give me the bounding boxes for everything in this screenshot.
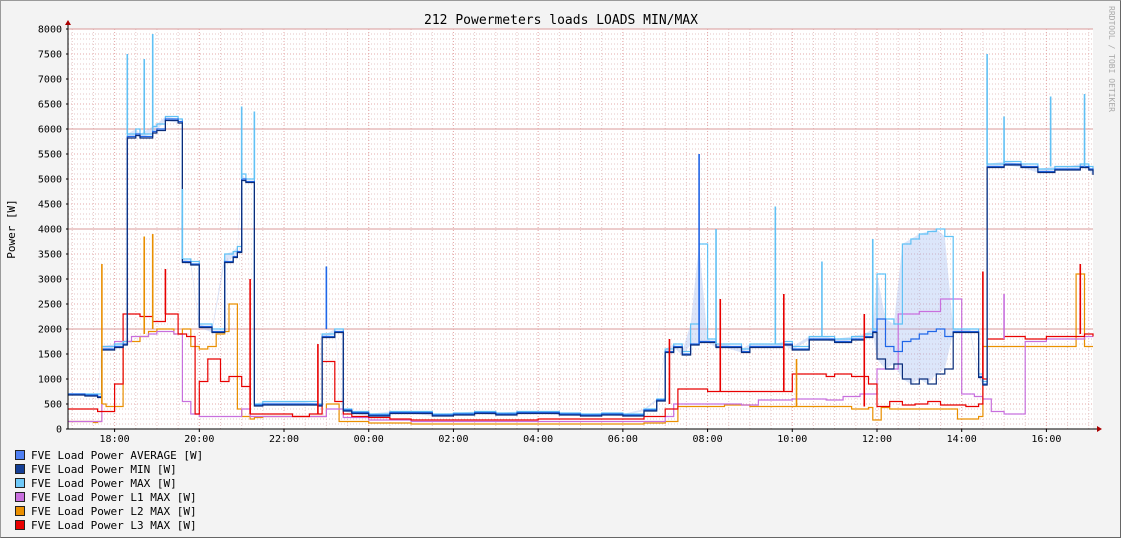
chart-title: 212 Powermeters loads LOADS MIN/MAX [424,13,698,28]
x-tick-label: 00:00 [354,434,384,445]
y-tick-label: 8000 [38,25,62,36]
legend-swatch [15,506,25,516]
legend-swatch [15,450,25,460]
y-tick-label: 1500 [38,350,62,361]
legend-label: FVE Load Power MIN [W] [31,462,177,476]
x-tick-label: 06:00 [608,434,638,445]
x-tick-label: 02:00 [438,434,468,445]
legend-item: FVE Load Power L1 MAX [W] [15,490,203,504]
x-axis-arrow [1097,426,1102,432]
x-tick-label: 08:00 [693,434,723,445]
x-tick-label: 18:00 [100,434,130,445]
legend-label: FVE Load Power L3 MAX [W] [31,518,197,532]
y-tick-label: 3500 [38,250,62,261]
legend-swatch [15,492,25,502]
legend-item: FVE Load Power L3 MAX [W] [15,518,203,532]
y-axis-arrow [65,20,71,25]
series-line [68,119,1094,417]
series-line [68,273,1093,425]
legend-item: FVE Load Power MIN [W] [15,462,203,476]
legend-swatch [15,520,25,530]
legend-item: FVE Load Power MAX [W] [15,476,203,490]
legend-label: FVE Load Power L1 MAX [W] [31,490,197,504]
legend-label: FVE Load Power AVERAGE [W] [31,448,204,462]
y-tick-label: 2500 [38,300,62,311]
x-tick-label: 10:00 [777,434,807,445]
x-tick-label: 16:00 [1031,434,1061,445]
rrdtool-credit: RRDTOOL / TOBI OETIKER [1107,6,1116,112]
series-line [68,298,1093,423]
grid-lines [68,28,1093,430]
y-tick-label: 6500 [38,100,62,111]
x-tick-label: 20:00 [184,434,214,445]
y-tick-label: 5500 [38,150,62,161]
y-tick-label: 7000 [38,75,62,86]
y-tick-label: 5000 [38,175,62,186]
y-axis-label: Power [W] [5,199,18,259]
y-tick-label: 3000 [38,275,62,286]
legend-item: FVE Load Power L2 MAX [W] [15,504,203,518]
series-layer [68,34,1094,425]
x-tick-label: 14:00 [947,434,977,445]
y-tick-label: 6000 [38,125,62,136]
y-tick-label: 1000 [38,375,62,386]
legend: FVE Load Power AVERAGE [W] FVE Load Power… [15,448,203,532]
legend-label: FVE Load Power L2 MAX [W] [31,504,197,518]
y-tick-label: 500 [44,400,62,411]
legend-swatch [15,478,25,488]
y-tick-label: 4500 [38,200,62,211]
y-tick-label: 4000 [38,225,62,236]
y-tick-label: 0 [56,425,62,436]
legend-item: FVE Load Power AVERAGE [W] [15,448,203,462]
legend-label: FVE Load Power MAX [W] [31,476,177,490]
y-tick-label: 7500 [38,50,62,61]
x-tick-label: 12:00 [862,434,892,445]
y-tick-label: 2000 [38,325,62,336]
legend-swatch [15,464,25,474]
x-tick-label: 04:00 [523,434,553,445]
x-tick-label: 22:00 [269,434,299,445]
axes: 0 500 1000 1500 2000 2500 3000 3500 4000 4500 5000… [38,20,1102,445]
series-line [68,313,1094,421]
